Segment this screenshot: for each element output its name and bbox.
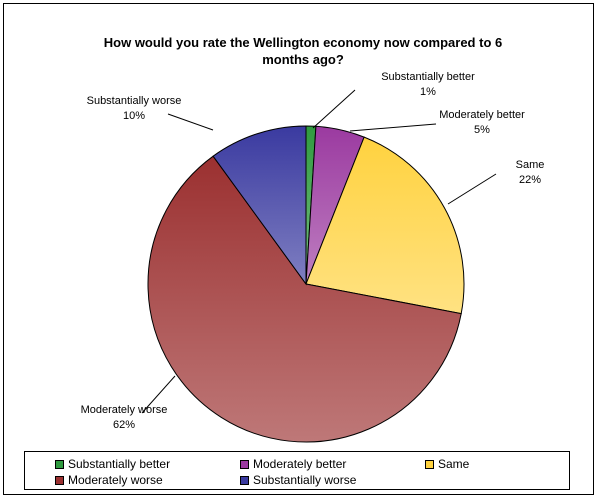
slice-label-percent: 5% (474, 124, 490, 136)
slice-label-percent: 10% (123, 110, 145, 122)
legend-label: Same (438, 457, 470, 471)
legend-swatch (425, 459, 434, 469)
legend-item-substantially-better: Substantially better (55, 456, 170, 472)
pie-slice-substantially-worse (212, 125, 307, 286)
leader-line (349, 123, 437, 132)
legend-label: Substantially better (68, 457, 171, 471)
legend-swatch (55, 459, 64, 469)
slice-label-name: Same (516, 159, 545, 171)
slice-label-name: Moderately worse (81, 404, 168, 416)
slice-label-name: Moderately better (439, 109, 525, 121)
slice-label-percent: 1% (420, 86, 436, 98)
leader-line (141, 375, 176, 414)
legend-item-same: Same (425, 456, 469, 472)
legend-swatch (55, 475, 64, 485)
leader-line (167, 113, 214, 131)
legend-label: Moderately worse (68, 473, 163, 487)
legend-swatch (240, 459, 249, 469)
chart-title-line-1: How would you rate the Wellington econom… (104, 35, 502, 50)
pie-slice-same (305, 136, 465, 315)
chart-title-line-2: months ago? (262, 52, 344, 67)
legend-item-moderately-better: Moderately better (240, 456, 346, 472)
leader-line (447, 173, 497, 205)
slice-label-name: Substantially worse (87, 95, 182, 107)
legend-swatch (240, 475, 249, 485)
legend-item-substantially-worse: Substantially worse (240, 472, 356, 488)
legend-label: Moderately better (253, 457, 347, 471)
pie-slice-moderately-worse (147, 155, 462, 443)
slice-label-name: Substantially better (381, 71, 475, 83)
legend-label: Substantially worse (253, 473, 357, 487)
leader-line (312, 89, 356, 129)
chart-legend: Substantially better Moderately better S… (24, 451, 570, 490)
slice-label-percent: 22% (519, 174, 541, 186)
slice-label-percent: 62% (113, 419, 135, 431)
legend-item-moderately-worse: Moderately worse (55, 472, 163, 488)
